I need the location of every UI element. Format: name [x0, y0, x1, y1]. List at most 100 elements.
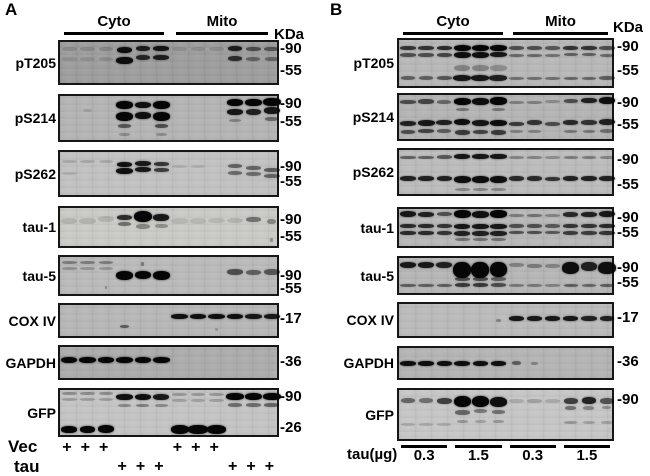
protein-band — [436, 422, 452, 426]
protein-band — [153, 357, 170, 364]
protein-band — [455, 108, 469, 112]
protein-band — [490, 231, 507, 237]
protein-band — [545, 398, 560, 403]
protein-band — [400, 224, 416, 229]
protein-band — [564, 397, 578, 404]
row-label-pt205: pT205 — [353, 55, 394, 71]
dose-value: 1.5 — [467, 447, 489, 464]
protein-band — [581, 397, 597, 405]
protein-band — [599, 46, 615, 50]
plus-sign: + — [154, 458, 164, 475]
protein-band — [599, 230, 615, 235]
kda-label-a: KDa — [274, 26, 305, 43]
protein-band — [563, 283, 578, 287]
protein-band — [83, 108, 93, 112]
protein-band — [471, 210, 489, 218]
protein-band — [489, 52, 508, 57]
dose-underline — [401, 445, 448, 448]
protein-band — [599, 283, 615, 287]
protein-band — [528, 129, 541, 133]
protein-band — [563, 224, 579, 229]
protein-band — [471, 176, 489, 184]
protein-band — [190, 164, 206, 168]
plus-sign: + — [191, 439, 201, 456]
protein-band — [245, 314, 262, 320]
protein-band — [509, 283, 524, 287]
protein-band — [116, 56, 133, 64]
mw-marker-17: -17 — [280, 310, 302, 327]
protein-band — [98, 260, 114, 264]
protein-band — [171, 314, 188, 320]
panel-b-label: B — [330, 0, 343, 19]
protein-band — [116, 394, 133, 401]
protein-band — [400, 422, 416, 426]
protein-band — [453, 176, 471, 184]
protein-band — [598, 261, 616, 274]
protein-band — [417, 119, 435, 126]
protein-band — [474, 420, 486, 424]
protein-band — [226, 218, 244, 224]
protein-band — [61, 159, 77, 163]
protein-band — [188, 424, 208, 434]
protein-band — [436, 212, 452, 217]
protein-band — [474, 409, 487, 414]
protein-band — [154, 223, 168, 228]
row-label-gfp: GFP — [365, 406, 394, 423]
protein-band — [492, 108, 505, 112]
protein-band — [228, 118, 242, 122]
protein-band — [134, 357, 152, 364]
protein-band — [598, 96, 616, 104]
plus-sign: + — [62, 439, 72, 456]
protein-band — [473, 187, 488, 191]
protein-band — [455, 409, 470, 415]
protein-band — [263, 107, 281, 115]
protein-band — [226, 392, 244, 400]
mw-marker-17: -17 — [617, 309, 639, 326]
protein-band — [134, 394, 152, 401]
protein-band — [564, 421, 578, 425]
tau-row-label: tau — [14, 457, 40, 476]
protein-band — [490, 154, 507, 160]
protein-band — [170, 424, 189, 434]
dose-value: 0.3 — [413, 447, 435, 464]
protein-band — [489, 176, 508, 184]
panel-a-label: A — [5, 0, 18, 19]
mw-marker-90: -90 — [617, 209, 639, 226]
protein-band — [526, 315, 543, 321]
protein-band — [189, 314, 207, 320]
protein-band — [172, 164, 188, 168]
protein-band — [491, 410, 506, 415]
protein-band — [509, 53, 524, 57]
protein-band — [490, 119, 507, 126]
protein-band — [545, 213, 560, 217]
protein-band — [227, 164, 243, 169]
protein-band — [508, 315, 525, 321]
protein-band — [490, 129, 507, 135]
protein-band — [509, 231, 524, 235]
protein-band — [472, 154, 489, 160]
protein-band — [600, 421, 614, 425]
protein-band — [172, 393, 188, 397]
protein-band — [171, 217, 188, 224]
protein-band — [581, 315, 597, 321]
blot-tau-1 — [58, 206, 279, 248]
protein-band — [472, 282, 489, 287]
protein-band — [190, 393, 206, 397]
protein-band — [490, 396, 507, 407]
dose-underline — [563, 445, 610, 448]
protein-band — [453, 210, 471, 219]
protein-band — [508, 46, 525, 50]
protein-band — [227, 269, 243, 276]
cyto-underline-a — [64, 32, 164, 35]
protein-band — [545, 53, 560, 57]
mw-marker-90: -90 — [617, 94, 639, 111]
protein-band — [472, 130, 489, 135]
blot-gapdh — [397, 346, 614, 380]
protein-band — [153, 394, 170, 401]
protein-band — [246, 108, 261, 115]
protein-band — [61, 57, 77, 62]
protein-band — [527, 263, 542, 268]
protein-band — [509, 176, 524, 182]
protein-band — [79, 217, 96, 224]
protein-band — [453, 396, 471, 408]
